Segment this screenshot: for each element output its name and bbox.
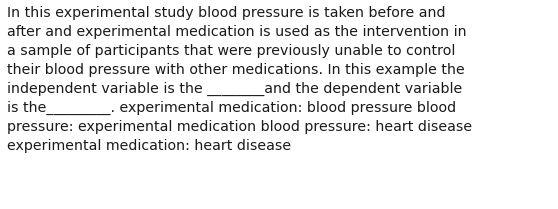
Text: In this experimental study blood pressure is taken before and
after and experime: In this experimental study blood pressur… [7,6,472,153]
